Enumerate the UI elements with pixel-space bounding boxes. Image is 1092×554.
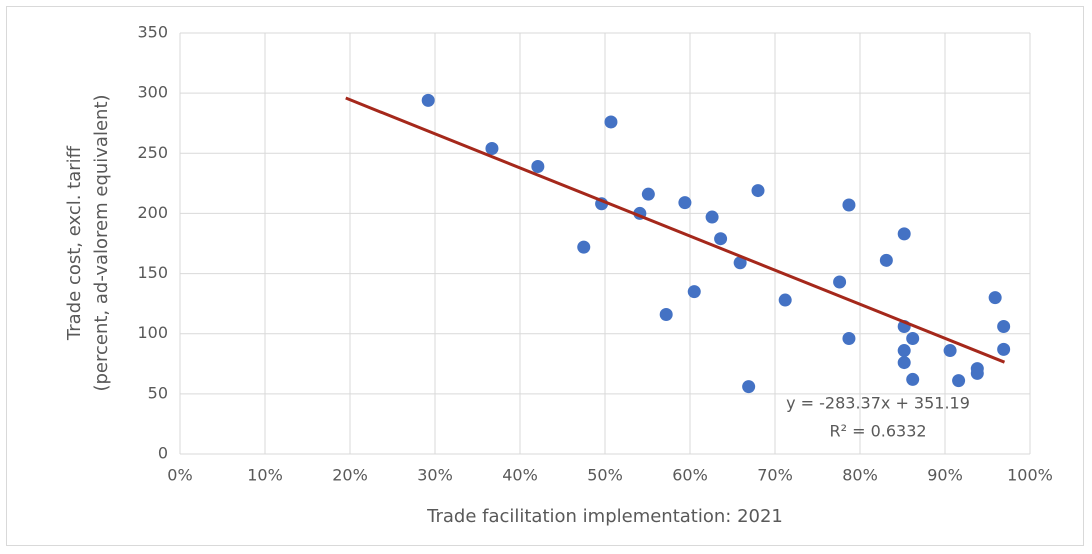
trendline-r2: R² = 0.6332 bbox=[829, 422, 926, 441]
data-point bbox=[751, 184, 765, 198]
x-tick-label: 100% bbox=[1007, 466, 1053, 485]
data-point bbox=[897, 344, 911, 358]
data-point bbox=[997, 319, 1011, 333]
x-tick-label: 50% bbox=[587, 466, 623, 485]
data-point bbox=[577, 240, 591, 254]
y-axis-title: (percent, ad-valorem equivalent) bbox=[91, 94, 112, 391]
y-axis-title: Trade cost, excl. tariff bbox=[64, 145, 85, 341]
data-point bbox=[421, 93, 435, 107]
x-tick-label: 30% bbox=[417, 466, 453, 485]
y-tick-label: 300 bbox=[137, 83, 168, 102]
data-point bbox=[988, 291, 1002, 305]
trendline-equation: y = -283.37x + 351.19 bbox=[786, 394, 970, 413]
data-point bbox=[733, 256, 747, 270]
chart-frame bbox=[6, 6, 1084, 546]
data-point bbox=[687, 285, 701, 299]
data-point bbox=[897, 227, 911, 241]
x-tick-label: 70% bbox=[757, 466, 793, 485]
data-point bbox=[714, 232, 728, 246]
data-point bbox=[833, 275, 847, 289]
data-point bbox=[531, 160, 545, 174]
x-axis-title: Trade facilitation implementation: 2021 bbox=[426, 506, 783, 527]
data-point bbox=[659, 307, 673, 321]
x-tick-label: 20% bbox=[332, 466, 368, 485]
x-tick-label: 10% bbox=[247, 466, 283, 485]
data-point bbox=[970, 366, 984, 380]
y-tick-label: 350 bbox=[137, 23, 168, 42]
data-point bbox=[705, 210, 719, 224]
data-point bbox=[906, 332, 920, 346]
data-point bbox=[906, 372, 920, 386]
y-tick-label: 200 bbox=[137, 203, 168, 222]
y-tick-label: 100 bbox=[137, 323, 168, 342]
data-point bbox=[778, 293, 792, 307]
data-point bbox=[997, 342, 1011, 356]
data-point bbox=[952, 374, 966, 388]
data-point bbox=[842, 198, 856, 212]
y-tick-label: 250 bbox=[137, 143, 168, 162]
x-tick-label: 90% bbox=[927, 466, 963, 485]
x-tick-label: 0% bbox=[167, 466, 192, 485]
data-point bbox=[641, 187, 655, 201]
data-point bbox=[879, 253, 893, 267]
data-point bbox=[678, 196, 692, 210]
data-point bbox=[604, 115, 618, 129]
trendline bbox=[345, 96, 1006, 364]
y-tick-label: 50 bbox=[148, 383, 168, 402]
y-tick-label: 0 bbox=[158, 444, 168, 463]
x-tick-label: 40% bbox=[502, 466, 538, 485]
data-point bbox=[485, 141, 499, 155]
x-tick-label: 80% bbox=[842, 466, 878, 485]
data-point bbox=[742, 380, 756, 394]
data-point bbox=[943, 344, 957, 358]
data-point bbox=[842, 332, 856, 346]
x-tick-label: 60% bbox=[672, 466, 708, 485]
data-point bbox=[897, 356, 911, 370]
y-tick-label: 150 bbox=[137, 263, 168, 282]
